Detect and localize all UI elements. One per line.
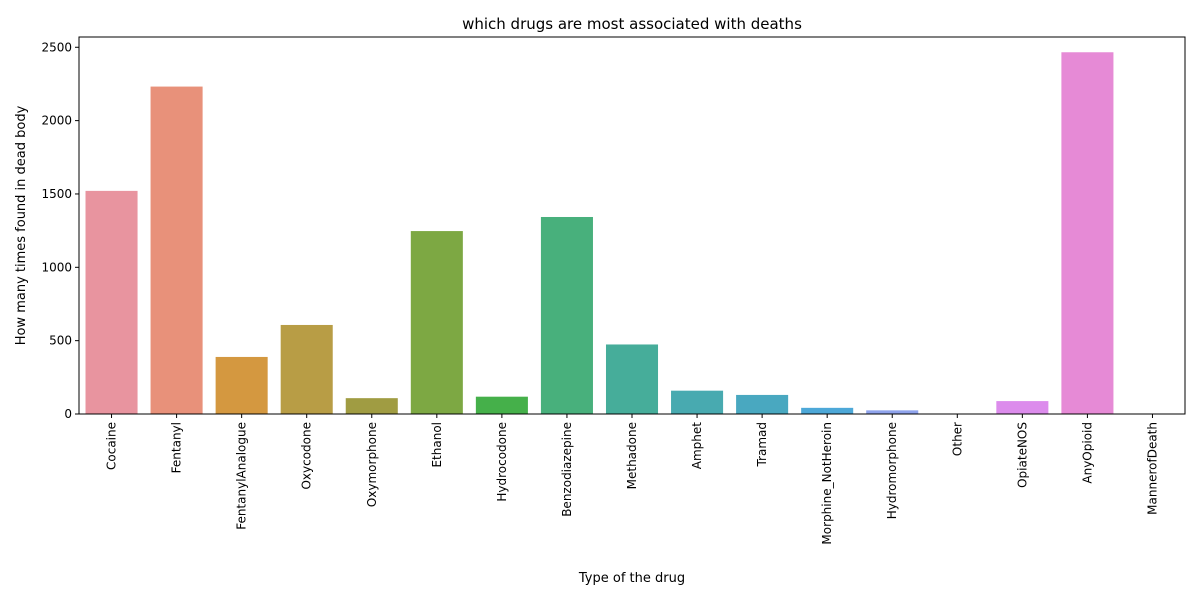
- bar-amphet: [671, 390, 724, 414]
- bars-layer: [85, 52, 1114, 414]
- bar-methadone: [605, 344, 659, 414]
- bar-tramad: [736, 394, 789, 414]
- x-axis: Cocaine Fentanyl FentanylAnalogue Oxycodone…: [105, 414, 1159, 545]
- x-tick-label: Oxymorphone: [365, 422, 379, 507]
- bar-anyopioid: [1061, 52, 1114, 414]
- x-tick-label: AnyOpioid: [1080, 422, 1094, 484]
- x-tick-label: OpiateNOS: [1015, 422, 1029, 488]
- x-tick-label: Cocaine: [105, 422, 119, 470]
- y-tick-label: 1000: [41, 260, 72, 274]
- axes-frame: [78, 36, 1186, 415]
- y-tick-label: 1500: [41, 187, 72, 201]
- x-tick-label: Methadone: [625, 422, 639, 489]
- x-tick-label: Hydrocodone: [495, 422, 509, 502]
- bar-morphine-notheroin: [801, 407, 854, 414]
- x-tick-label: Fentanyl: [170, 422, 184, 473]
- bar-fentanylanalogue: [215, 356, 268, 414]
- bar-ethanol: [410, 231, 463, 414]
- bar-benzodiazepine: [540, 216, 593, 414]
- y-tick-label: 2000: [41, 114, 72, 128]
- bar-hydromorphone: [866, 410, 919, 414]
- bar-opiatenos: [996, 401, 1049, 414]
- x-tick-label: Other: [950, 422, 964, 456]
- y-tick-label: 500: [49, 334, 72, 348]
- x-tick-label: MannerofDeath: [1145, 422, 1159, 515]
- bar-fentanyl: [150, 86, 203, 414]
- x-tick-label: FentanylAnalogue: [235, 422, 249, 530]
- bar-hydrocodone: [475, 396, 528, 414]
- y-axis-label: How many times found in dead body: [14, 105, 29, 345]
- x-tick-label: Amphet: [690, 422, 704, 470]
- y-tick-label: 0: [64, 407, 72, 421]
- x-tick-label: Benzodiazepine: [560, 422, 574, 517]
- x-tick-label: Ethanol: [430, 422, 444, 468]
- y-tick-label: 2500: [41, 40, 72, 54]
- x-tick-label: Oxycodone: [300, 422, 314, 490]
- y-axis: 0 500 1000 1500 2000 2500: [41, 40, 79, 421]
- bar-cocaine: [85, 190, 138, 414]
- x-tick-label: Tramad: [755, 422, 769, 468]
- x-axis-label: Type of the drug: [578, 571, 685, 586]
- chart-title: which drugs are most associated with dea…: [462, 15, 802, 33]
- x-tick-label: Hydromorphone: [885, 422, 899, 519]
- bar-oxymorphone: [345, 398, 398, 414]
- x-tick-label: Morphine_NotHeroin: [820, 422, 834, 545]
- bar-oxycodone: [280, 324, 333, 414]
